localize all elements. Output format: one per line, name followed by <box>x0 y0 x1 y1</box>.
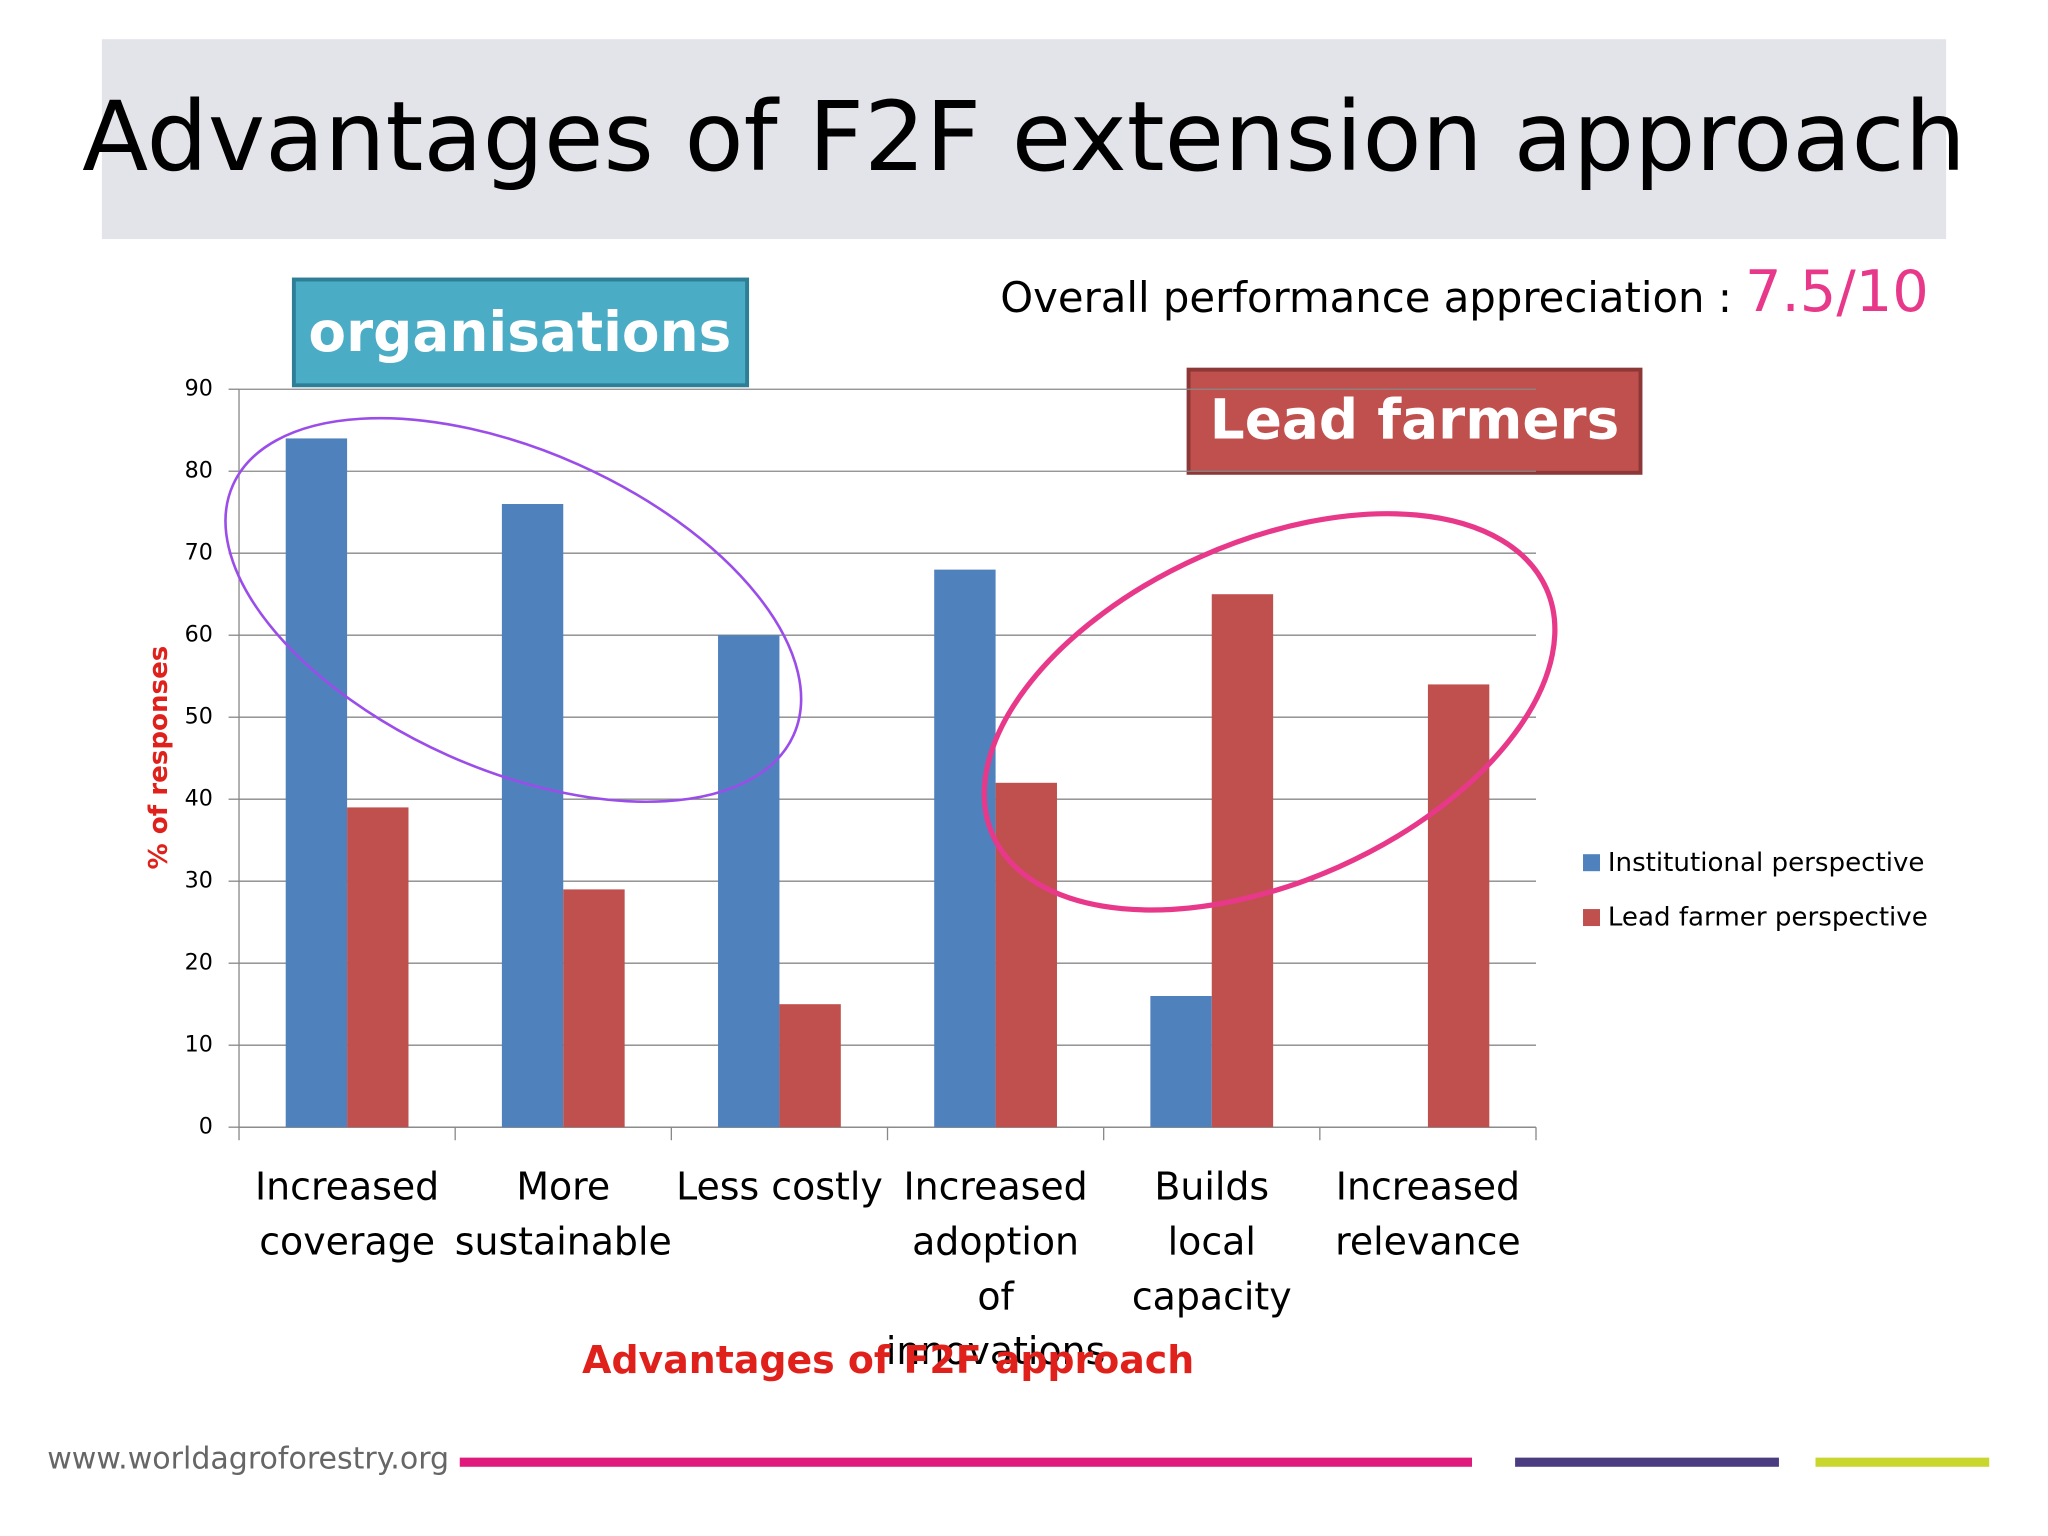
organisations-box <box>291 277 750 388</box>
footer-bar <box>459 1457 1472 1467</box>
legend-label: Institutional perspective <box>1608 848 1925 878</box>
x-tick-label: Increased coverage <box>255 1164 439 1263</box>
y-tick-label: 50 <box>185 704 213 730</box>
y-tick-label: 20 <box>185 950 213 976</box>
y-axis-title: % of responses <box>144 646 174 870</box>
footer-bar <box>1515 1457 1779 1467</box>
footer-bar <box>1815 1457 1990 1467</box>
y-tick-label: 40 <box>185 786 213 812</box>
footer-url: www.worldagroforestry.org <box>47 1442 449 1477</box>
x-axis-title: Advantages of F2F approach <box>582 1338 1194 1382</box>
y-tick-label: 0 <box>199 1114 213 1140</box>
bar <box>779 1004 841 1128</box>
highlight-ellipse <box>981 511 1558 913</box>
bar <box>501 504 564 1128</box>
bar <box>285 438 348 1128</box>
title-band <box>101 39 1947 240</box>
y-tick-label: 30 <box>185 868 213 894</box>
score: 7.5/10 <box>1745 258 1929 325</box>
plot: 0 10 20 30 40 50 60 70 80 90 Increased coverageMore… <box>144 376 1928 1382</box>
x-tick-label: More sustainable <box>455 1164 672 1263</box>
y-tick-label: 80 <box>185 458 213 484</box>
x-tick-label: Builds local capacity <box>1132 1164 1292 1318</box>
subtitle: Overall performance appreciation : <box>1000 273 1732 322</box>
x-tick-label: Less costly <box>676 1164 883 1208</box>
bar <box>563 889 625 1128</box>
legend-swatch <box>1583 909 1600 927</box>
highlight-ellipse <box>224 416 803 804</box>
legend-label: Lead farmer perspective <box>1608 903 1928 933</box>
bar <box>1211 594 1274 1128</box>
lead-farmers-label: Lead farmers <box>1210 387 1619 451</box>
bar <box>1427 684 1490 1128</box>
bar <box>934 569 996 1128</box>
y-tick-label: 90 <box>185 376 213 402</box>
bar <box>718 635 780 1128</box>
organisations-label: organisations <box>308 300 731 364</box>
x-tick-label: Increased adoption of innovations <box>886 1164 1106 1373</box>
y-tick-label: 70 <box>185 540 213 566</box>
lead-farmers-box <box>1186 367 1643 475</box>
y-tick-label: 60 <box>185 622 213 648</box>
bar <box>347 807 409 1128</box>
bar <box>995 782 1057 1128</box>
bar <box>1150 995 1212 1128</box>
legend-swatch <box>1583 854 1600 872</box>
y-tick-label: 10 <box>185 1032 213 1058</box>
x-tick-label: Increased relevance <box>1335 1164 1521 1263</box>
slide-title: Advantages of F2F extension approach <box>82 80 1966 193</box>
